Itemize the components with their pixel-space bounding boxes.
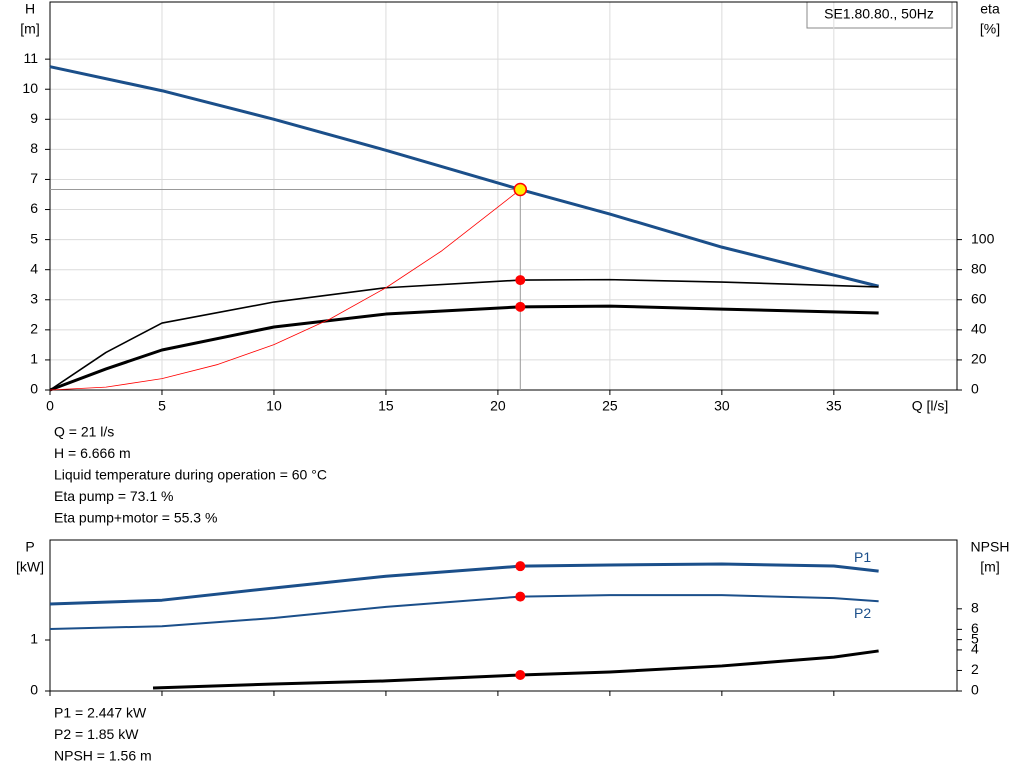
y-tick-label: 6 (30, 200, 38, 216)
series-label: P2 (854, 605, 871, 621)
curve (152, 649, 879, 690)
y-axis-unit: [kW] (16, 559, 44, 575)
y2-tick-label: 6 (971, 620, 979, 636)
y-tick-label: 10 (22, 80, 38, 96)
y2-tick-label: 8 (971, 600, 979, 616)
y2-tick-label: 0 (971, 381, 979, 397)
y-tick-label: 11 (23, 50, 38, 66)
info-line: Q = 21 l/s (54, 424, 114, 440)
duty-marker (515, 275, 526, 286)
curve (49, 65, 879, 288)
info-line: P2 = 1.85 kW (54, 726, 139, 742)
y-axis-label: P (25, 539, 34, 555)
y-tick-label: 1 (30, 631, 38, 647)
y-axis-unit: [m] (20, 21, 39, 37)
y2-tick-label: 100 (971, 230, 995, 246)
duty-point (513, 182, 528, 197)
y-tick-label: 5 (30, 230, 38, 246)
duty-marker (515, 301, 526, 312)
y2-tick-label: 20 (971, 351, 987, 367)
y2-tick-label: 80 (971, 260, 987, 276)
y2-tick-label: 40 (971, 321, 987, 337)
info-line: Eta pump = 73.1 % (54, 488, 173, 504)
info-line: P1 = 2.447 kW (54, 705, 147, 721)
y-tick-label: 7 (30, 170, 38, 186)
info-line: Eta pump+motor = 55.3 % (54, 510, 217, 526)
title: SE1.80.80., 50Hz (824, 6, 934, 22)
y-tick-label: 2 (30, 321, 38, 337)
title-box (806, 1, 953, 29)
x-tick-label: 35 (826, 398, 842, 414)
x-tick-label: 25 (602, 398, 618, 414)
x-tick-label: 5 (158, 398, 166, 414)
info-line: NPSH = 1.56 m (54, 748, 152, 764)
y-tick-label: 1 (30, 351, 38, 367)
x-tick-label: 10 (266, 398, 282, 414)
y2-axis-unit: [%] (980, 21, 1000, 37)
x-tick-label: 20 (490, 398, 506, 414)
y2-axis-unit: [m] (980, 559, 999, 575)
x-axis-label: Q [l/s] (912, 398, 949, 414)
y2-tick-label: 60 (971, 290, 987, 306)
series-label: P1 (854, 549, 871, 565)
y2-tick-label: 4 (971, 641, 979, 657)
y-tick-label: 9 (30, 110, 38, 126)
plot-frame (49, 1, 958, 391)
y2-tick-label: 0 (971, 682, 979, 698)
y-tick-label: 0 (30, 682, 38, 698)
y2-axis-label: eta (980, 1, 1000, 17)
info-line: Liquid temperature during operation = 60… (54, 467, 327, 483)
curve (49, 304, 879, 392)
y-tick-label: 0 (30, 381, 38, 397)
y-tick-label: 8 (30, 140, 38, 156)
x-tick-label: 0 (46, 398, 54, 414)
duty-marker (515, 561, 526, 572)
y2-tick-label: 5 (971, 630, 979, 646)
y2-tick-label: 2 (971, 661, 979, 677)
x-tick-label: 15 (378, 398, 394, 414)
plot-frame (49, 539, 958, 692)
y-axis-label: H (25, 1, 35, 17)
x-tick-label: 30 (714, 398, 730, 414)
curve (49, 189, 521, 391)
duty-marker (515, 591, 526, 602)
duty-marker (515, 669, 526, 680)
y2-axis-label: NPSH (971, 539, 1010, 555)
y-tick-label: 4 (30, 260, 38, 276)
y-tick-label: 3 (30, 290, 38, 306)
info-line: H = 6.666 m (54, 445, 131, 461)
